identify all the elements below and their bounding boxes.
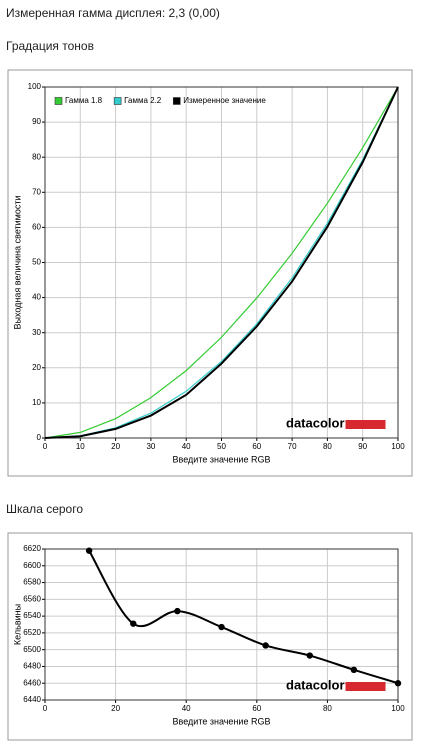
y-tick-label: 6600 bbox=[23, 561, 41, 570]
y-tick-label: 6460 bbox=[23, 678, 41, 687]
series-line bbox=[44, 86, 399, 439]
chart-title: Шкала серого bbox=[6, 502, 83, 516]
y-tick-label: 6520 bbox=[23, 628, 41, 637]
y-tick-label: 40 bbox=[32, 293, 41, 302]
watermark: datacolor bbox=[286, 415, 345, 430]
marker bbox=[306, 652, 313, 659]
y-tick-label: 6540 bbox=[23, 611, 41, 620]
x-tick-label: 20 bbox=[111, 704, 120, 713]
y-axis-label: Кельвины bbox=[12, 604, 22, 645]
y-tick-label: 6560 bbox=[23, 594, 41, 603]
x-tick-label: 50 bbox=[217, 442, 226, 451]
x-tick-label: 100 bbox=[391, 704, 405, 713]
marker bbox=[174, 607, 181, 615]
chart-title: Градация тонов bbox=[6, 39, 94, 53]
series-line bbox=[44, 86, 399, 439]
y-tick-label: 6580 bbox=[23, 578, 41, 587]
marker bbox=[130, 620, 137, 627]
marker bbox=[350, 666, 358, 673]
legend-label: Измеренное значение bbox=[183, 96, 266, 105]
x-tick-label: 0 bbox=[43, 704, 48, 713]
x-axis-label: Введите значение RGB bbox=[173, 716, 271, 726]
y-tick-label: 70 bbox=[32, 187, 41, 196]
x-tick-label: 100 bbox=[391, 442, 405, 451]
x-tick-label: 60 bbox=[252, 704, 261, 713]
y-tick-label: 6440 bbox=[23, 695, 41, 704]
watermark-bar bbox=[345, 682, 386, 691]
x-tick-label: 20 bbox=[111, 442, 120, 451]
legend-label: Гамма 2.2 bbox=[124, 96, 162, 105]
x-tick-label: 70 bbox=[288, 442, 297, 451]
x-tick-label: 40 bbox=[182, 704, 191, 713]
chart-frame bbox=[7, 69, 413, 477]
y-tick-label: 30 bbox=[32, 328, 41, 337]
x-axis-label: Введите значение RGB bbox=[173, 454, 271, 464]
y-tick-label: 90 bbox=[32, 117, 41, 126]
y-tick-label: 6620 bbox=[23, 544, 41, 553]
marker bbox=[394, 680, 402, 687]
y-tick-label: 0 bbox=[37, 433, 42, 442]
legend-swatch bbox=[172, 97, 181, 105]
legend-swatch bbox=[54, 97, 63, 105]
chart-frame bbox=[7, 532, 413, 741]
x-tick-label: 60 bbox=[252, 442, 261, 451]
y-tick-label: 6480 bbox=[23, 662, 41, 671]
y-tick-label: 6500 bbox=[23, 645, 41, 654]
x-tick-label: 90 bbox=[358, 442, 367, 451]
x-tick-label: 30 bbox=[146, 442, 155, 451]
x-tick-label: 10 bbox=[76, 442, 85, 451]
watermark-bar bbox=[345, 420, 386, 429]
y-axis-label: Выходная величина светимости bbox=[12, 195, 22, 329]
y-tick-label: 60 bbox=[32, 223, 41, 232]
y-tick-label: 20 bbox=[32, 363, 41, 372]
legend-swatch bbox=[113, 97, 122, 105]
x-tick-label: 0 bbox=[43, 442, 48, 451]
marker bbox=[218, 623, 225, 631]
heading: Измеренная гамма дисплея: 2,3 (0,00) bbox=[6, 6, 220, 20]
watermark: datacolor bbox=[286, 677, 345, 692]
y-tick-label: 80 bbox=[32, 152, 41, 161]
x-tick-label: 40 bbox=[182, 442, 191, 451]
y-tick-label: 10 bbox=[32, 398, 41, 407]
y-tick-label: 50 bbox=[32, 258, 41, 267]
plot-border bbox=[44, 86, 399, 439]
plot-border bbox=[44, 548, 399, 701]
marker bbox=[262, 642, 269, 649]
x-tick-label: 80 bbox=[323, 442, 332, 451]
x-tick-label: 80 bbox=[323, 704, 332, 713]
legend-label: Гамма 1.8 bbox=[65, 96, 103, 105]
y-tick-label: 100 bbox=[28, 82, 42, 91]
marker bbox=[85, 547, 93, 554]
